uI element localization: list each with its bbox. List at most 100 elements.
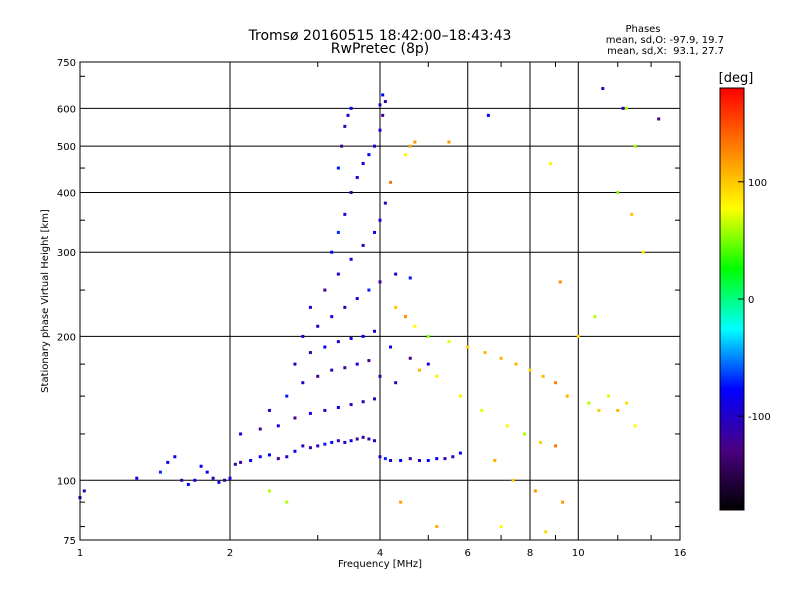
data-point xyxy=(308,446,312,450)
data-point xyxy=(381,113,385,117)
data-point xyxy=(158,470,162,474)
data-point xyxy=(389,180,393,184)
data-point xyxy=(336,439,340,443)
data-point xyxy=(657,117,661,121)
colorbar-tick-label: 0 xyxy=(748,295,754,306)
data-point xyxy=(625,401,629,405)
data-point xyxy=(367,437,371,441)
data-point xyxy=(323,408,327,412)
data-point xyxy=(417,368,421,372)
x-tick-label: 10 xyxy=(572,548,585,559)
data-point xyxy=(336,230,340,234)
data-point xyxy=(435,525,439,529)
data-point xyxy=(389,458,393,462)
data-point xyxy=(349,106,353,110)
y-tick-label: 200 xyxy=(57,332,76,343)
data-point xyxy=(301,444,305,448)
x-tick-label: 1 xyxy=(77,548,83,559)
data-point xyxy=(361,161,365,165)
data-point xyxy=(343,366,347,370)
data-point xyxy=(553,381,557,385)
data-point xyxy=(641,250,645,254)
y-tick-label: 500 xyxy=(57,142,76,153)
data-point xyxy=(330,250,334,254)
data-point xyxy=(408,276,412,280)
y-tick-label: 300 xyxy=(57,248,76,259)
data-point xyxy=(373,144,377,148)
grid xyxy=(80,62,680,540)
data-point xyxy=(346,113,350,117)
data-point xyxy=(413,140,417,144)
data-point xyxy=(166,460,170,464)
data-point xyxy=(349,257,353,261)
data-point xyxy=(523,432,527,436)
data-point xyxy=(340,144,344,148)
data-point xyxy=(223,478,227,482)
data-point xyxy=(533,489,537,493)
data-point xyxy=(561,500,565,504)
data-point xyxy=(480,408,484,412)
phase-legend-x-line: mean, sd,X: 93.1, 27.7 xyxy=(607,46,724,57)
data-point xyxy=(355,175,359,179)
data-point xyxy=(361,400,365,404)
data-point xyxy=(349,336,353,340)
data-point xyxy=(383,100,387,104)
data-point xyxy=(499,525,503,529)
data-point xyxy=(616,408,620,412)
data-point xyxy=(633,424,637,428)
y-tick-label: 100 xyxy=(57,476,76,487)
data-point xyxy=(408,144,412,148)
axis-ticks: 1 2 4 6 8 10 16 75 100 200 300 400 500 600 750 xyxy=(57,58,686,559)
y-tick-label: 600 xyxy=(57,104,76,115)
data-point xyxy=(403,315,407,319)
data-point xyxy=(553,444,557,448)
data-point xyxy=(541,374,545,378)
x-tick-label: 6 xyxy=(465,548,471,559)
data-point xyxy=(394,305,398,309)
data-point xyxy=(408,356,412,360)
colorbar-label: [deg] xyxy=(719,71,754,86)
data-point xyxy=(587,401,591,405)
data-point xyxy=(378,218,382,222)
data-point xyxy=(361,243,365,247)
data-point xyxy=(293,362,297,366)
data-point xyxy=(343,440,347,444)
data-point xyxy=(381,93,385,97)
data-point xyxy=(383,201,387,205)
data-point xyxy=(514,362,518,366)
data-point xyxy=(625,106,629,110)
data-point xyxy=(336,405,340,409)
data-point xyxy=(616,190,620,194)
data-point xyxy=(367,288,371,292)
data-point xyxy=(373,230,377,234)
data-point xyxy=(493,458,497,462)
data-point xyxy=(293,416,297,420)
data-point xyxy=(505,424,509,428)
colorbar-ticks: 100 0 -100 xyxy=(738,178,771,423)
data-point xyxy=(301,381,305,385)
data-point xyxy=(293,449,297,453)
data-point xyxy=(408,457,412,461)
data-point xyxy=(217,480,221,484)
data-point xyxy=(249,458,253,462)
y-tick-label: 400 xyxy=(57,188,76,199)
data-point xyxy=(458,394,462,398)
data-point xyxy=(193,478,197,482)
data-point xyxy=(511,478,515,482)
x-tick-label: 4 xyxy=(377,548,383,559)
data-point xyxy=(285,455,289,459)
data-point xyxy=(323,345,327,349)
data-point xyxy=(435,457,439,461)
data-point xyxy=(466,345,470,349)
data-point xyxy=(233,462,237,466)
data-point xyxy=(378,374,382,378)
data-point xyxy=(447,340,451,344)
colorbar-tick-label: -100 xyxy=(748,412,771,423)
data-point xyxy=(361,334,365,338)
x-tick-label: 2 xyxy=(227,548,233,559)
y-tick-label: 750 xyxy=(57,58,76,69)
data-point xyxy=(458,451,462,455)
data-point xyxy=(258,455,262,459)
data-point xyxy=(308,305,312,309)
